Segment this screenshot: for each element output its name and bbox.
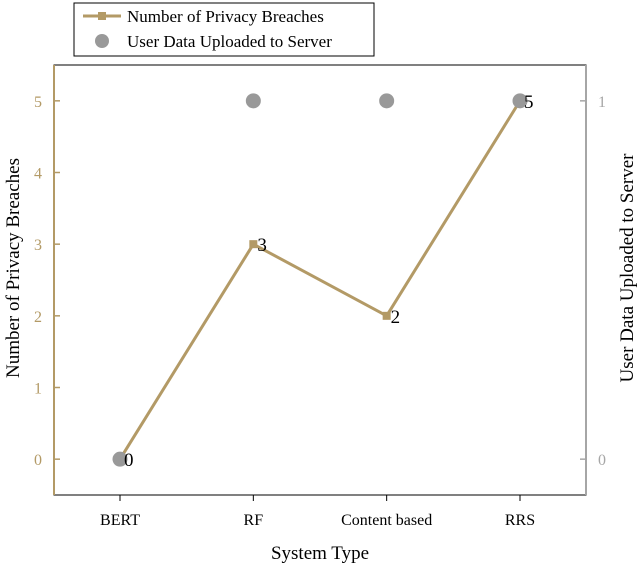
right-axis-ticks: 01	[580, 94, 606, 469]
left-tick-label: 2	[34, 309, 42, 326]
x-tick-label: RRS	[505, 512, 535, 529]
x-axis-ticks: BERT RF Content based RRS	[100, 495, 535, 529]
right-axis-title: User Data Uploaded to Server	[617, 153, 638, 383]
uploaded-point	[379, 93, 395, 109]
legend-circle-marker	[95, 34, 109, 48]
legend-square-marker	[98, 12, 106, 20]
left-axis-title: Number of Privacy Breaches	[3, 158, 24, 378]
breaches-data-labels: 0 3 2 5	[124, 92, 534, 471]
uploaded-point	[512, 93, 528, 109]
breaches-data-label: 5	[524, 92, 534, 113]
breaches-data-label: 2	[391, 307, 401, 328]
breaches-series	[116, 96, 524, 464]
breaches-line	[118, 100, 522, 460]
x-tick-label: RF	[244, 512, 264, 529]
breaches-marker	[249, 240, 258, 249]
left-tick-label: 4	[34, 166, 42, 183]
x-tick-label: BERT	[100, 512, 140, 529]
left-tick-label: 5	[34, 94, 42, 111]
uploaded-series	[112, 93, 528, 467]
x-axis-title: System Type	[271, 543, 369, 564]
uploaded-point	[112, 451, 128, 467]
breaches-data-label: 3	[257, 235, 267, 256]
legend-box	[73, 2, 375, 57]
uploaded-point	[245, 93, 261, 109]
legend-label-breaches: Number of Privacy Breaches	[127, 7, 324, 26]
breaches-data-label: 0	[124, 450, 134, 471]
right-tick-label: 0	[598, 452, 606, 469]
left-tick-label: 1	[34, 381, 42, 398]
left-axis-ticks: 0 1 2 3 4 5	[34, 94, 60, 469]
legend: Number of Privacy Breaches User Data Upl…	[73, 2, 375, 57]
right-tick-label: 1	[598, 94, 606, 111]
left-tick-label: 0	[34, 452, 42, 469]
x-tick-label: Content based	[341, 512, 432, 529]
legend-label-uploaded: User Data Uploaded to Server	[127, 32, 332, 51]
breaches-marker	[382, 311, 391, 320]
left-tick-label: 3	[34, 237, 42, 254]
